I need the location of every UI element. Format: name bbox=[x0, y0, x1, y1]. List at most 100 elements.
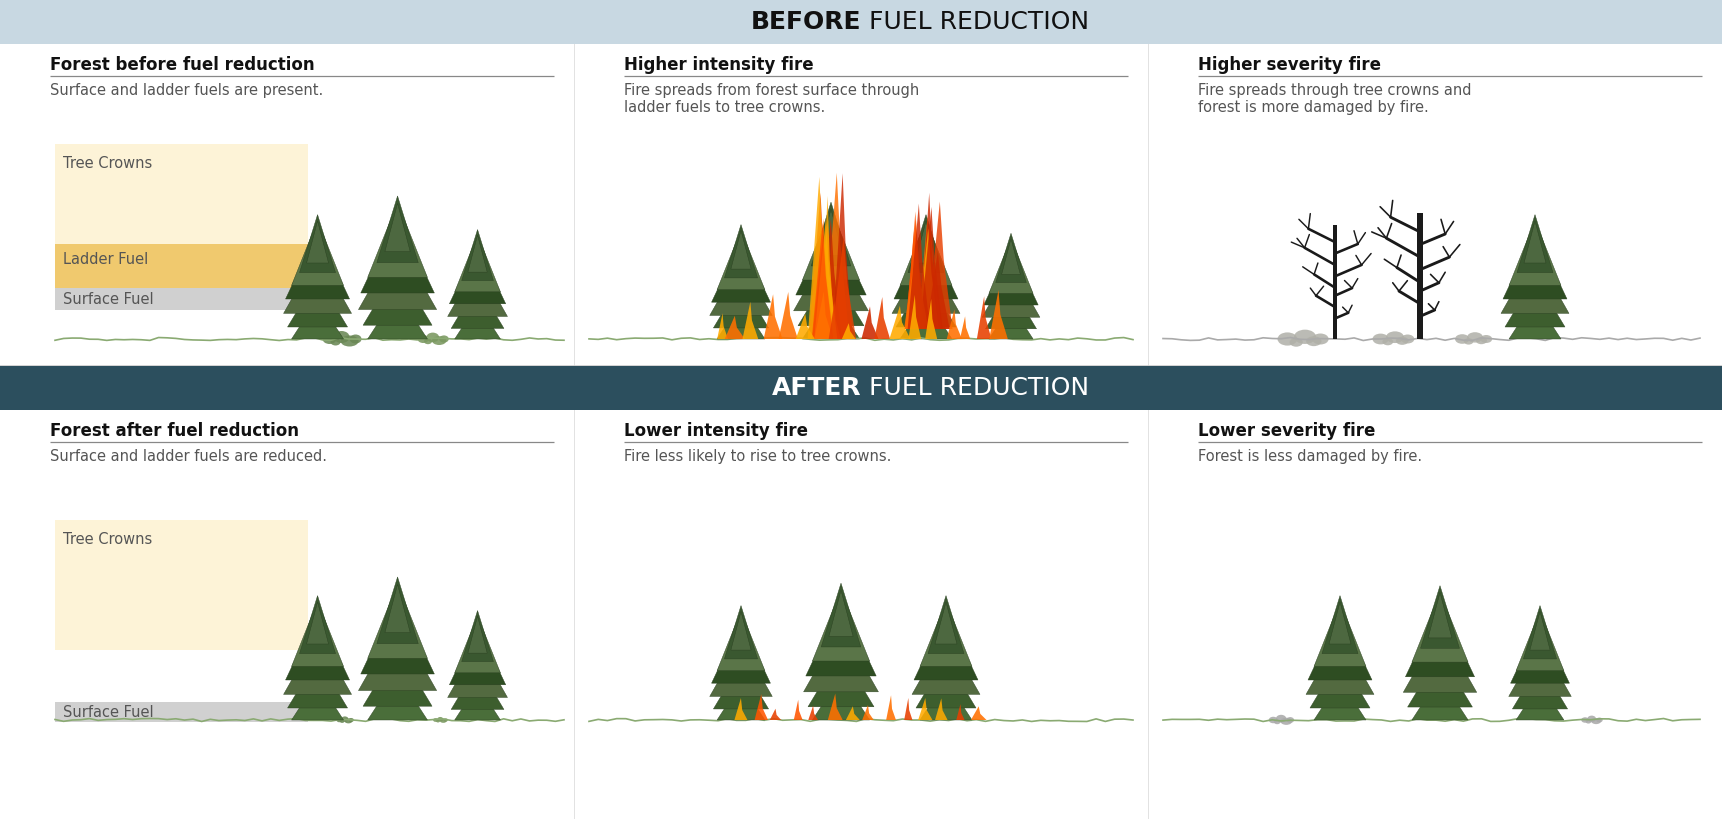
Ellipse shape bbox=[1305, 337, 1321, 346]
Polygon shape bbox=[832, 173, 852, 339]
Ellipse shape bbox=[1386, 332, 1403, 343]
Polygon shape bbox=[716, 302, 765, 339]
Polygon shape bbox=[716, 313, 728, 339]
Polygon shape bbox=[386, 203, 410, 251]
Text: Tree Crowns: Tree Crowns bbox=[64, 156, 152, 171]
Polygon shape bbox=[832, 238, 856, 339]
Polygon shape bbox=[711, 621, 770, 683]
Ellipse shape bbox=[350, 334, 362, 343]
Polygon shape bbox=[725, 605, 758, 659]
Polygon shape bbox=[920, 219, 942, 329]
Text: Lower severity fire: Lower severity fire bbox=[1199, 422, 1376, 440]
Polygon shape bbox=[820, 209, 844, 256]
Ellipse shape bbox=[439, 718, 446, 723]
Ellipse shape bbox=[1464, 338, 1474, 345]
Bar bbox=[394, 247, 401, 339]
Polygon shape bbox=[291, 299, 344, 339]
Ellipse shape bbox=[439, 336, 449, 342]
Polygon shape bbox=[377, 577, 418, 644]
Polygon shape bbox=[763, 294, 782, 339]
Bar bbox=[944, 640, 949, 720]
Polygon shape bbox=[730, 612, 751, 650]
Polygon shape bbox=[1412, 592, 1469, 662]
Polygon shape bbox=[904, 698, 913, 720]
Polygon shape bbox=[828, 301, 840, 339]
Polygon shape bbox=[956, 704, 964, 720]
Text: Higher intensity fire: Higher intensity fire bbox=[623, 56, 813, 74]
Polygon shape bbox=[369, 293, 427, 339]
Polygon shape bbox=[461, 610, 494, 662]
Ellipse shape bbox=[1588, 716, 1596, 722]
Polygon shape bbox=[1503, 231, 1567, 299]
Text: Surface and ladder fuels are reduced.: Surface and ladder fuels are reduced. bbox=[50, 449, 327, 464]
Ellipse shape bbox=[1591, 718, 1601, 724]
Bar bbox=[837, 632, 844, 720]
Polygon shape bbox=[901, 220, 952, 285]
Polygon shape bbox=[802, 209, 859, 280]
Text: Surface and ladder fuels are present.: Surface and ladder fuels are present. bbox=[50, 83, 324, 98]
Ellipse shape bbox=[1476, 337, 1488, 344]
Polygon shape bbox=[1512, 663, 1567, 709]
Polygon shape bbox=[815, 219, 837, 339]
Bar bbox=[55, 144, 308, 244]
Ellipse shape bbox=[341, 717, 348, 722]
Polygon shape bbox=[983, 247, 1038, 305]
Polygon shape bbox=[959, 316, 969, 339]
Polygon shape bbox=[895, 277, 956, 327]
Text: Forest is less damaged by fire.: Forest is less damaged by fire. bbox=[1199, 449, 1422, 464]
Polygon shape bbox=[1524, 605, 1557, 659]
Polygon shape bbox=[716, 611, 765, 671]
Polygon shape bbox=[892, 253, 959, 314]
Polygon shape bbox=[806, 601, 876, 676]
Polygon shape bbox=[985, 287, 1037, 328]
Polygon shape bbox=[300, 595, 336, 654]
Text: Lower intensity fire: Lower intensity fire bbox=[623, 422, 808, 440]
Polygon shape bbox=[926, 251, 949, 329]
Polygon shape bbox=[818, 221, 839, 339]
Ellipse shape bbox=[432, 718, 439, 722]
Polygon shape bbox=[796, 314, 815, 339]
Polygon shape bbox=[307, 221, 329, 263]
Polygon shape bbox=[725, 316, 746, 339]
Ellipse shape bbox=[1397, 337, 1409, 345]
Polygon shape bbox=[906, 231, 921, 329]
Text: Surface Fuel: Surface Fuel bbox=[64, 292, 153, 307]
Polygon shape bbox=[1314, 601, 1366, 667]
Polygon shape bbox=[815, 292, 833, 339]
Polygon shape bbox=[907, 204, 930, 329]
Text: Fire less likely to rise to tree crowns.: Fire less likely to rise to tree crowns. bbox=[623, 449, 892, 464]
Polygon shape bbox=[734, 698, 747, 720]
Polygon shape bbox=[1322, 595, 1359, 654]
Polygon shape bbox=[901, 299, 952, 339]
Ellipse shape bbox=[344, 718, 353, 723]
Polygon shape bbox=[1508, 641, 1570, 696]
Polygon shape bbox=[363, 649, 432, 706]
Ellipse shape bbox=[334, 331, 350, 343]
Polygon shape bbox=[804, 626, 878, 692]
Bar bbox=[1336, 640, 1343, 720]
Polygon shape bbox=[820, 196, 835, 339]
Polygon shape bbox=[907, 215, 944, 273]
Polygon shape bbox=[449, 625, 506, 685]
Ellipse shape bbox=[1286, 717, 1295, 723]
Bar bbox=[1009, 271, 1014, 339]
Polygon shape bbox=[286, 231, 350, 299]
Polygon shape bbox=[918, 216, 937, 329]
Ellipse shape bbox=[1455, 334, 1469, 344]
Polygon shape bbox=[802, 295, 859, 339]
Polygon shape bbox=[808, 706, 818, 720]
Bar bbox=[55, 244, 308, 288]
Polygon shape bbox=[1309, 612, 1372, 680]
Ellipse shape bbox=[436, 720, 439, 722]
Polygon shape bbox=[988, 238, 1033, 293]
Polygon shape bbox=[369, 202, 427, 278]
Polygon shape bbox=[935, 699, 947, 720]
Polygon shape bbox=[725, 224, 758, 278]
Polygon shape bbox=[890, 305, 911, 339]
Polygon shape bbox=[369, 584, 427, 658]
Ellipse shape bbox=[417, 335, 429, 343]
Polygon shape bbox=[904, 247, 928, 329]
Polygon shape bbox=[797, 271, 864, 326]
Polygon shape bbox=[291, 601, 344, 667]
Polygon shape bbox=[813, 234, 835, 339]
